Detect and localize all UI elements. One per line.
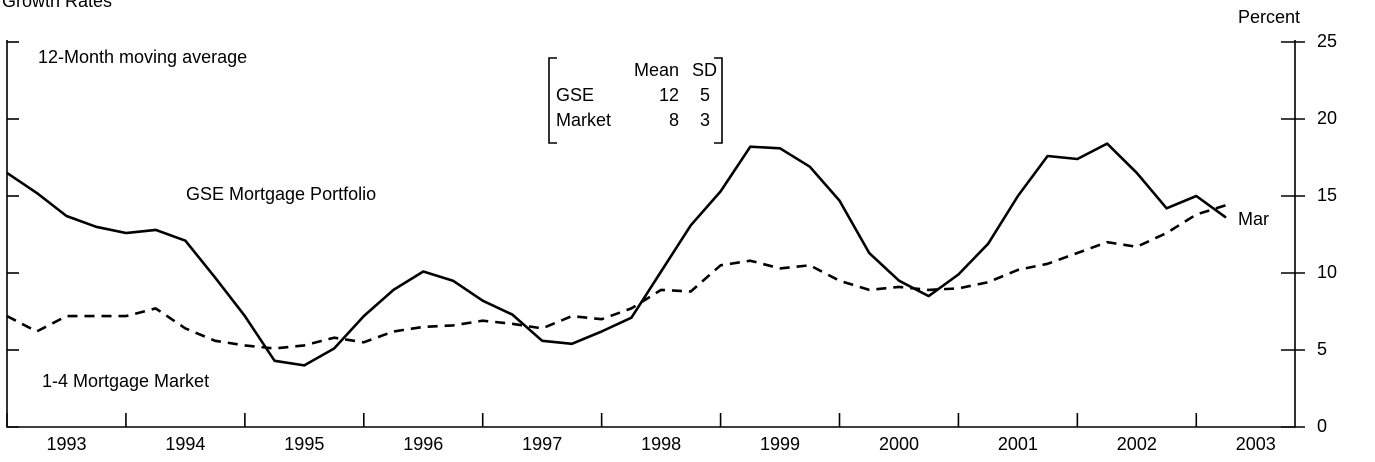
annotation: 12-Month moving average (38, 47, 247, 67)
table-header: SD (692, 60, 717, 80)
chart-title: Growth Rates (2, 0, 112, 11)
y-tick-label: 5 (1317, 339, 1327, 359)
x-tick-label: 1996 (403, 434, 443, 454)
y-tick-label: 10 (1317, 262, 1337, 282)
x-tick-label: 1998 (641, 434, 681, 454)
y-tick-label: 0 (1317, 416, 1327, 436)
table-cell: 12 (659, 85, 679, 105)
line-series (6, 203, 1227, 350)
table-cell: 8 (669, 110, 679, 130)
annotation: 1-4 Mortgage Market (42, 371, 209, 391)
table-bracket (548, 57, 723, 144)
y-tick-label: 15 (1317, 185, 1337, 205)
x-tick-label: 2000 (879, 434, 919, 454)
x-tick-label: 2002 (1117, 434, 1157, 454)
annotation: GSE Mortgage Portfolio (186, 184, 376, 204)
x-tick-label: 2003 (1236, 434, 1276, 454)
y-tick-label: 20 (1317, 108, 1337, 128)
y-axis-label: Percent (1238, 7, 1300, 27)
x-tick-label: 1994 (165, 434, 205, 454)
stats-table: Mean SD GSE 12 5 Market 8 3 (548, 57, 723, 144)
table-cell: 3 (700, 110, 710, 130)
axis-frame (6, 40, 1296, 428)
x-tick-label: 1993 (46, 434, 86, 454)
table-cell: Market (556, 110, 611, 130)
line-series (6, 142, 1227, 367)
x-tick-label: 2001 (998, 434, 1038, 454)
table-header: Mean (634, 60, 679, 80)
y-tick-label: 25 (1317, 31, 1337, 51)
x-tick-label: 1997 (522, 434, 562, 454)
x-tick-label: 1995 (284, 434, 324, 454)
x-tick-label: 1999 (760, 434, 800, 454)
table-cell: 5 (700, 85, 710, 105)
annotation: Mar (1238, 209, 1269, 229)
table-cell: GSE (556, 85, 594, 105)
